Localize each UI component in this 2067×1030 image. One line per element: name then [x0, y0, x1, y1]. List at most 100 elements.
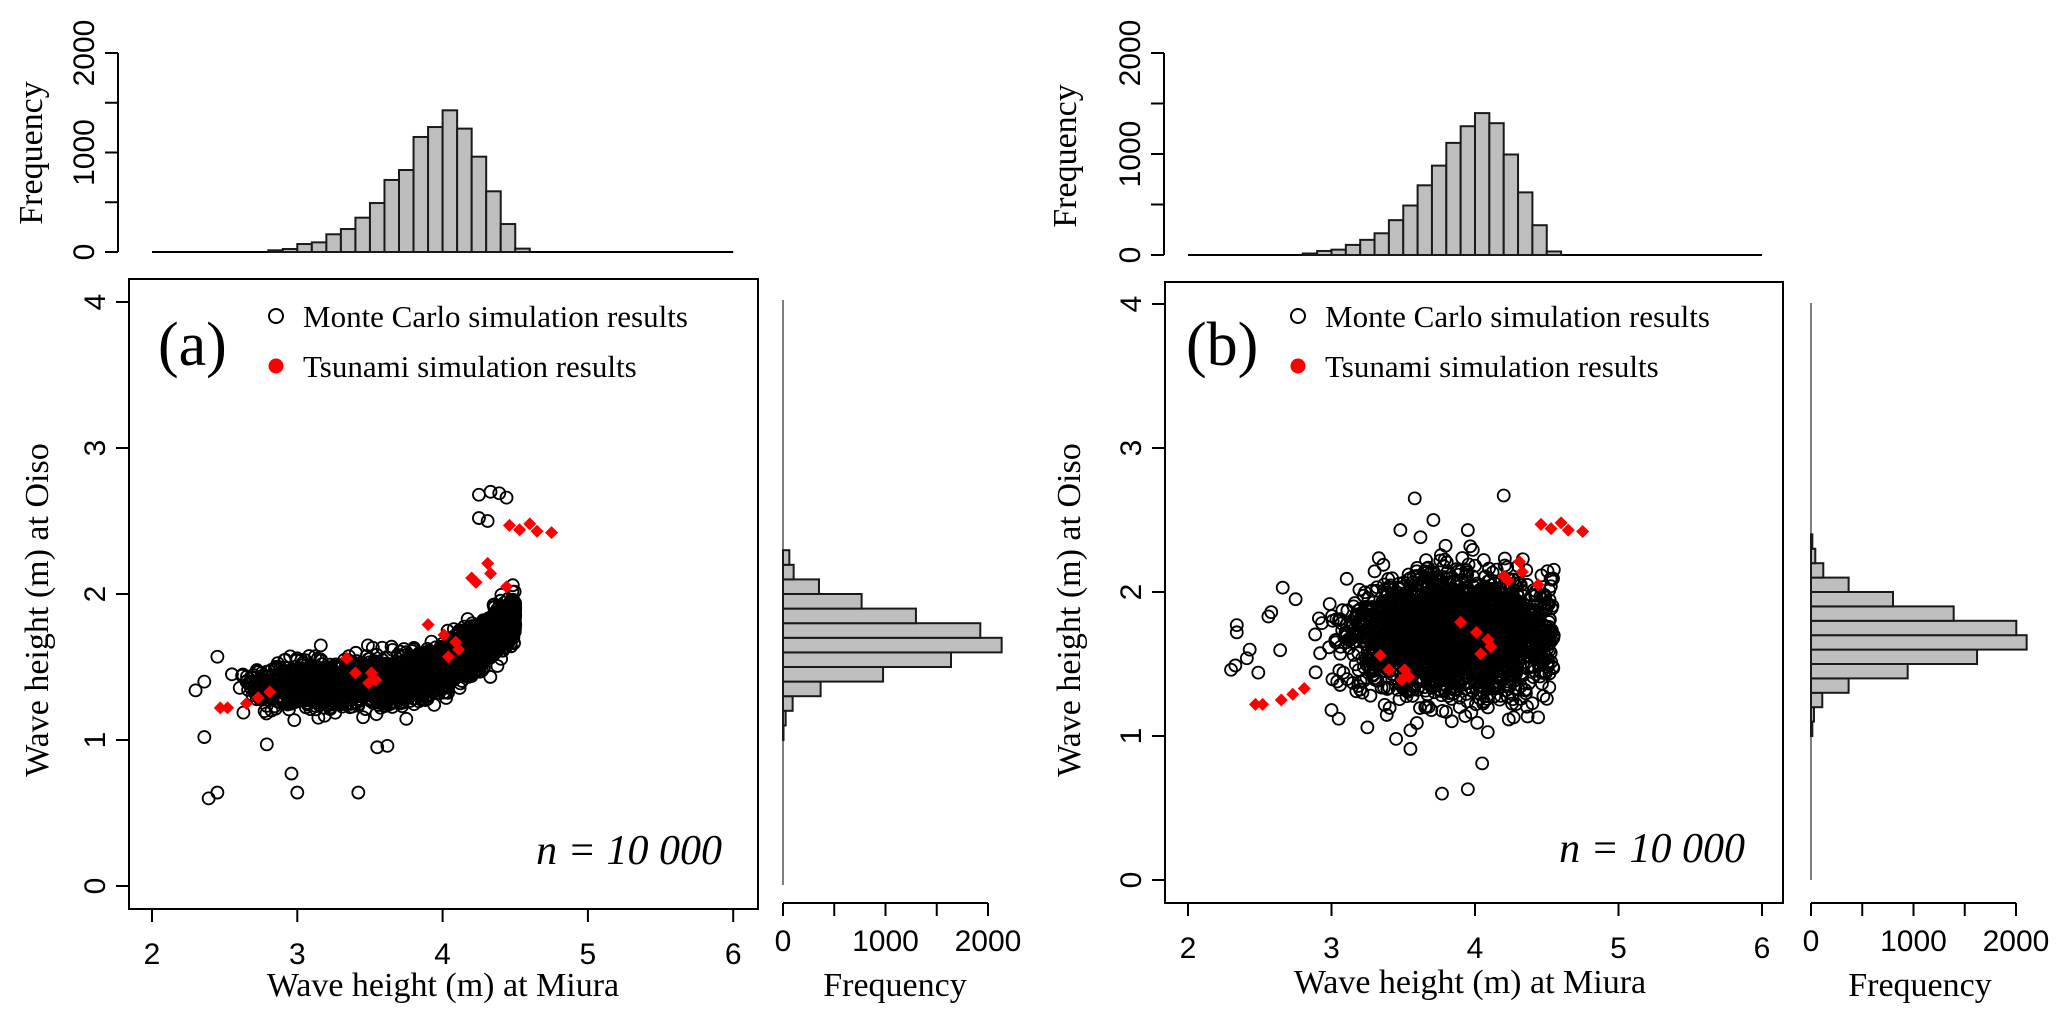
- right-histogram-bar: [782, 622, 982, 639]
- top-histogram-bar: [470, 155, 488, 253]
- x-tick-label: 2: [144, 938, 161, 971]
- panel-label-a: (a): [158, 311, 227, 379]
- monte-carlo-point: [411, 681, 426, 695]
- monte-carlo-point: [201, 791, 216, 806]
- monte-carlo-point: [1362, 622, 1377, 636]
- top-histogram-bar: [1502, 153, 1520, 257]
- monte-carlo-point: [356, 710, 370, 725]
- monte-carlo-point: [492, 486, 507, 501]
- monte-carlo-point: [188, 683, 203, 698]
- monte-carlo-point: [472, 511, 486, 525]
- top-histogram-bar: [485, 190, 502, 253]
- top-histogram-bar: [1531, 224, 1548, 257]
- monte-carlo-point: [1465, 542, 1480, 557]
- tsunami-point: [500, 580, 514, 594]
- tsunami-point: [502, 518, 516, 532]
- top-histogram-bar: [1416, 184, 1433, 256]
- top-histogram-ylabel-b: Frequency: [1047, 84, 1084, 228]
- legend-label-tsunami: Tsunami simulation results: [303, 349, 637, 384]
- monte-carlo-point: [314, 661, 328, 675]
- monte-carlo-point: [1480, 725, 1495, 740]
- top-histogram-bar: [427, 126, 444, 253]
- monte-carlo-point: [1444, 714, 1459, 729]
- monte-carlo-point: [385, 642, 400, 657]
- monte-carlo-point: [320, 689, 335, 704]
- monte-carlo-point: [1346, 648, 1361, 662]
- tsunami-point: [484, 567, 498, 581]
- y-tick-label: 1: [79, 732, 112, 749]
- monte-carlo-point: [1520, 699, 1534, 714]
- tsunami-point: [530, 524, 544, 538]
- monte-carlo-point: [1452, 690, 1467, 705]
- monte-carlo-point: [460, 612, 475, 626]
- top-histogram-bar: [325, 233, 342, 254]
- monte-carlo-point: [495, 621, 509, 635]
- monte-carlo-point: [1465, 684, 1480, 699]
- top-histogram-bar: [368, 202, 386, 254]
- legend-marker-monte-carlo: [268, 308, 284, 324]
- monte-carlo-point: [1536, 689, 1551, 703]
- tsunami-point: [523, 517, 537, 531]
- x-tick-label: 4: [434, 938, 451, 971]
- monte-carlo-point: [267, 662, 282, 677]
- tsunami-point: [452, 642, 466, 656]
- monte-carlo-point: [499, 490, 514, 505]
- monte-carlo-point: [1367, 564, 1382, 579]
- monte-carlo-point: [351, 785, 366, 800]
- monte-carlo-point: [1325, 672, 1340, 687]
- top-histogram-bar: [1459, 125, 1477, 256]
- monte-carlo-point: [1392, 692, 1407, 707]
- tsunami-point: [545, 526, 559, 540]
- x-tick-label: 3: [1323, 932, 1340, 965]
- top-histogram-y-tick-label: 1000: [68, 119, 101, 186]
- y-tick-label: 0: [79, 878, 112, 895]
- monte-carlo-point: [1358, 585, 1372, 600]
- right-histogram-bar: [782, 680, 822, 698]
- top-histogram-bar: [499, 223, 517, 253]
- top-histogram-y-tick-label: 1000: [1114, 121, 1147, 188]
- monte-carlo-point: [1470, 715, 1485, 730]
- top-histogram-bar: [383, 178, 401, 254]
- monte-carlo-point: [1382, 701, 1397, 715]
- monte-carlo-point: [1332, 663, 1347, 678]
- monte-carlo-point: [1438, 538, 1453, 553]
- monte-carlo-point: [422, 688, 437, 703]
- right-histogram-bar: [782, 709, 787, 727]
- monte-carlo-point: [1539, 691, 1554, 706]
- monte-carlo-point: [210, 649, 225, 664]
- monte-carlo-point: [317, 708, 332, 723]
- x-tick-label: 3: [289, 938, 306, 971]
- monte-carlo-point: [419, 645, 433, 660]
- monte-carlo-point: [361, 638, 375, 653]
- y-tick-label: 0: [1115, 872, 1148, 889]
- monte-carlo-point: [1339, 571, 1354, 586]
- tsunami-point: [251, 691, 265, 705]
- monte-carlo-point: [380, 738, 395, 753]
- x-tick-label: 2: [1180, 932, 1197, 965]
- monte-carlo-point: [311, 710, 326, 725]
- y-tick-label: 1: [1115, 728, 1148, 745]
- monte-carlo-point: [1383, 578, 1398, 593]
- monte-carlo-point: [1419, 553, 1433, 568]
- monte-carlo-point: [197, 674, 212, 689]
- monte-carlo-point: [369, 647, 384, 662]
- monte-carlo-point: [341, 692, 356, 707]
- monte-carlo-point: [1349, 609, 1364, 623]
- monte-carlo-point: [276, 682, 291, 697]
- top-histogram-bar: [1474, 112, 1491, 256]
- tsunami-points: [213, 517, 559, 715]
- right-histogram-bar: [782, 695, 794, 712]
- monte-carlo-points: [1224, 488, 1561, 801]
- top-histogram-bar: [1316, 249, 1333, 257]
- monte-carlo-point: [308, 649, 322, 664]
- x-tick-label: 5: [1610, 932, 1627, 965]
- monte-carlo-point: [1308, 665, 1323, 680]
- monte-carlo-point: [395, 699, 409, 714]
- monte-carlo-point: [1371, 551, 1386, 566]
- tsunami-point: [361, 676, 375, 690]
- x-tick-label: 4: [1467, 932, 1484, 965]
